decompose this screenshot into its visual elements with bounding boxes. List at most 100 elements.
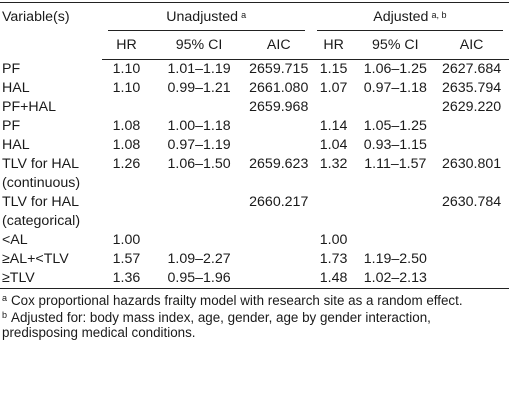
cell-unadjusted-ci: 1.06–1.50	[167, 156, 231, 172]
cell-unadjusted-hr	[102, 212, 152, 231]
cell-adjusted-ci: 0.93–1.15	[363, 137, 427, 153]
table-row: TLV for HAL 1.26 1.06–1.50 2659.623 1.32 1.11…	[0, 155, 509, 174]
cell-adjusted-hr: 1.32	[319, 156, 348, 172]
cell-unadjusted-hr	[102, 98, 152, 117]
cell-variable: TLV for HAL	[2, 156, 80, 172]
header-adjusted-ci: 95% CI	[356, 31, 435, 60]
cell-adjusted-hr: 1.15	[319, 61, 348, 77]
cell-variable: HAL	[2, 137, 30, 153]
cell-adjusted-ci: 1.11–1.57	[364, 156, 427, 172]
cell-adjusted-ci	[356, 212, 434, 231]
cell-adjusted-aic: 2627.684	[442, 61, 502, 77]
cell-adjusted-aic: 2630.801	[442, 156, 502, 172]
table-row: TLV for HAL 2660.217 2630.784	[0, 193, 509, 212]
cell-adjusted-aic	[434, 117, 509, 136]
cell-unadjusted-aic	[247, 250, 311, 269]
cell-unadjusted-ci	[151, 174, 246, 193]
footnote-a: a Cox proportional hazards frailty model …	[2, 293, 463, 308]
table-row: PF+HAL 2659.968 2629.220	[0, 98, 509, 117]
cell-unadjusted-aic: 2659.968	[249, 99, 309, 115]
cell-adjusted-hr: 1.04	[319, 137, 348, 153]
table-row: HAL 1.10 0.99–1.21 2661.080 1.07 0.97–1.18 263…	[0, 79, 509, 98]
cell-unadjusted-aic	[247, 212, 311, 231]
cell-variable: ≥TLV	[0, 269, 102, 289]
cell-unadjusted-aic	[247, 136, 311, 155]
cell-variable: (categorical)	[2, 213, 81, 229]
cell-adjusted-aic	[434, 174, 509, 193]
cell-adjusted-aic: 2629.220	[442, 99, 502, 115]
cell-unadjusted-aic: 2660.217	[249, 194, 309, 210]
cell-unadjusted-ci: 1.09–2.27	[167, 251, 231, 267]
cell-adjusted-ci: 1.02–2.13	[356, 269, 435, 289]
cell-unadjusted-ci: 0.97–1.19	[167, 137, 231, 153]
cell-unadjusted-hr: 1.36	[101, 269, 152, 289]
cell-unadjusted-hr: 1.57	[112, 251, 141, 267]
cell-adjusted-ci: 1.19–2.50	[363, 251, 427, 267]
cell-variable: HAL	[2, 80, 30, 96]
cell-variable: (continuous)	[2, 175, 81, 191]
cell-adjusted-hr: 1.73	[319, 251, 348, 267]
unadjusted-footnote-mark: a	[241, 9, 247, 20]
cell-variable: TLV for HAL	[2, 194, 80, 210]
cell-adjusted-aic: 2635.794	[442, 80, 502, 96]
cell-unadjusted-ci: 0.95–1.96	[151, 269, 247, 289]
cell-unadjusted-aic	[247, 174, 311, 193]
cell-adjusted-ci	[356, 193, 434, 212]
header-unadjusted-aic: AIC	[246, 31, 311, 60]
cell-adjusted-ci	[356, 98, 434, 117]
cell-adjusted-hr	[311, 174, 357, 193]
cell-unadjusted-ci	[151, 98, 246, 117]
cell-unadjusted-aic: 2659.715	[249, 61, 309, 77]
cell-unadjusted-hr: 1.00	[112, 232, 141, 248]
cell-unadjusted-hr: 1.10	[112, 80, 141, 96]
header-adjusted: Adjusted a, b	[310, 2, 509, 31]
cell-adjusted-hr	[311, 193, 357, 212]
cell-unadjusted-aic	[247, 231, 311, 250]
cell-unadjusted-hr: 1.08	[112, 137, 141, 153]
cell-adjusted-hr	[311, 212, 357, 231]
cell-adjusted-ci	[356, 231, 434, 250]
cell-variable: PF	[2, 60, 21, 77]
cell-unadjusted-hr	[102, 193, 152, 212]
cell-adjusted-aic	[434, 250, 509, 269]
header-row-groups: Variable(s) Unadjusted a Adjusted a, b	[0, 2, 509, 60]
cell-variable: PF+HAL	[2, 99, 57, 115]
cell-variable: PF	[2, 118, 21, 134]
cell-unadjusted-ci: 0.99–1.21	[167, 80, 231, 96]
cell-unadjusted-aic	[246, 269, 311, 289]
footnote-b: b Adjusted for: body mass index, age, gen…	[2, 310, 431, 340]
cell-unadjusted-hr: 1.26	[112, 156, 141, 172]
table-row: PF 1.08 1.00–1.18 1.14 1.05–1.25	[0, 117, 509, 136]
cell-adjusted-hr: 1.00	[319, 232, 348, 248]
cell-adjusted-hr: 1.48	[310, 269, 357, 289]
results-table: Variable(s) Unadjusted a Adjusted a, b HR …	[0, 2, 509, 289]
table-row: (categorical)	[0, 212, 509, 231]
header-adjusted-aic: AIC	[434, 31, 509, 60]
table-row: HAL 1.08 0.97–1.19 1.04 0.93–1.15	[0, 136, 509, 155]
cell-adjusted-ci: 0.97–1.18	[363, 80, 427, 96]
cell-adjusted-hr	[311, 98, 357, 117]
table-row: PF 1.10 1.01–1.19 2659.715 1.15 1.06–1.25 2627…	[0, 60, 509, 80]
header-variable: Variable(s)	[0, 2, 102, 60]
cell-unadjusted-ci	[151, 231, 246, 250]
cell-adjusted-aic	[434, 136, 509, 155]
table-row: ≥AL+<TLV 1.57 1.09–2.27 1.73 1.19–2.50	[0, 250, 509, 269]
cell-adjusted-hr: 1.07	[319, 80, 348, 96]
header-unadjusted-ci: 95% CI	[151, 31, 247, 60]
cell-variable: ≥AL+<TLV	[2, 251, 69, 267]
table-body: PF 1.10 1.01–1.19 2659.715 1.15 1.06–1.25 2627…	[0, 60, 509, 289]
table-row: ≥TLV 1.36 0.95–1.96 1.48 1.02–2.13	[0, 269, 509, 289]
cell-adjusted-hr: 1.14	[319, 118, 348, 134]
header-adjusted-hr: HR	[310, 31, 357, 60]
cell-adjusted-ci: 1.06–1.25	[363, 61, 427, 77]
cell-unadjusted-hr: 1.08	[112, 118, 141, 134]
cell-unadjusted-ci	[151, 193, 246, 212]
cell-unadjusted-ci: 1.01–1.19	[167, 61, 231, 77]
table-row: <AL 1.00 1.00	[0, 231, 509, 250]
cell-adjusted-aic	[434, 269, 509, 289]
cell-unadjusted-ci	[151, 212, 246, 231]
header-unadjusted-hr: HR	[101, 31, 152, 60]
cell-unadjusted-ci: 1.00–1.18	[167, 118, 231, 134]
cell-adjusted-ci: 1.05–1.25	[363, 118, 427, 134]
